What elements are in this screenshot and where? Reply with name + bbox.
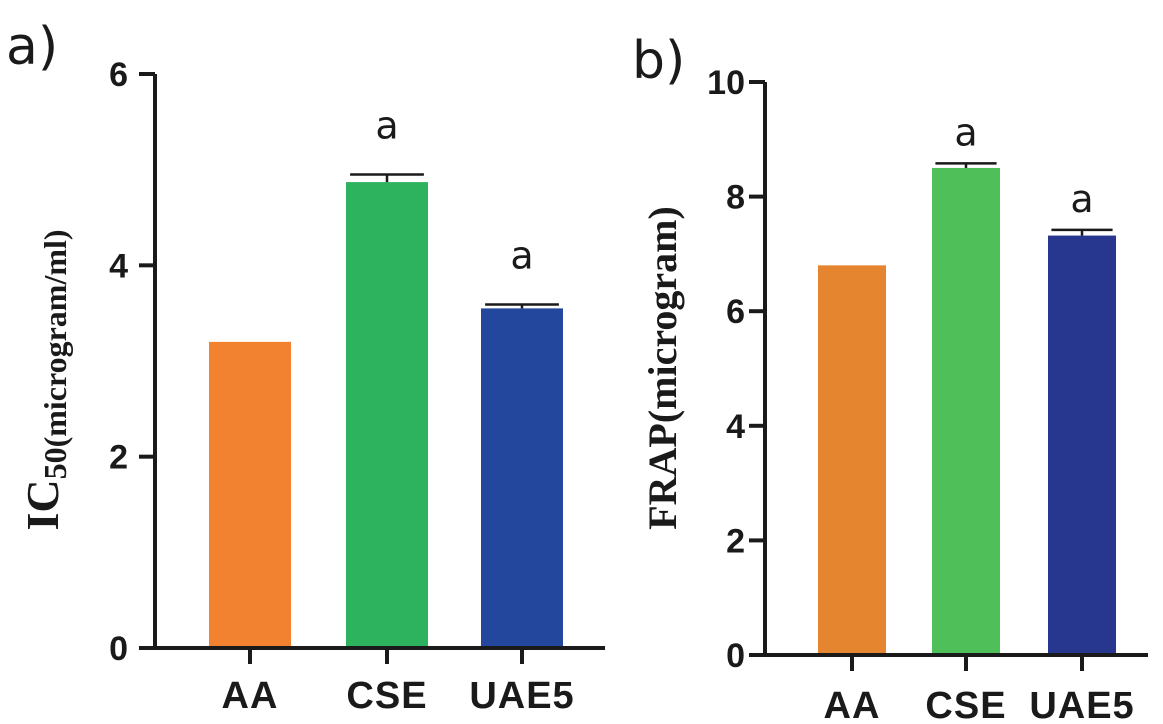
panel-label-b: b) [632,31,685,91]
chart-panel-a: a) IC50(microgram/ml) AA a CSE a UAE5 0 2 4 6 [6,17,605,717]
bar-uae5 [481,308,563,648]
significance-label: a [1070,177,1093,221]
bar-cse [346,182,428,648]
x-tick-label: UAE5 [469,675,574,717]
y-tick-label: 0 [109,630,128,668]
y-tick-label: 2 [109,439,128,477]
y-axis-label-b: FRAP(microgram) [640,206,685,530]
x-tick-label: AA [824,685,881,724]
x-tick-label: AA [222,675,279,717]
y-tick-label: 6 [109,56,128,94]
y-tick-label: 2 [726,522,745,560]
significance-label: a [375,103,398,147]
y-tick-label: 4 [726,408,745,446]
x-tick-label: CSE [346,675,427,717]
chart-panel-b: b) FRAP(microgram) AA a CSE a UAE5 0 2 4 6 8 10 [632,31,1148,724]
y-tick-label: 8 [726,179,745,217]
bar-aa [209,341,291,648]
x-tick-label: CSE [925,685,1006,724]
y-tick-label: 4 [109,247,128,285]
bar-uae5 [1048,235,1116,655]
x-tick-label: UAE5 [1029,685,1134,724]
y-tick-label: 6 [726,293,745,331]
y-axis-label-a: IC50(microgram/ml) [17,229,73,530]
panel-label-a: a) [6,17,58,77]
y-tick-label: 0 [726,637,745,675]
significance-label: a [510,234,533,278]
bar-cse [932,167,1000,655]
bar-aa [818,265,886,655]
y-tick-label: 10 [707,64,745,102]
significance-label: a [954,110,977,154]
